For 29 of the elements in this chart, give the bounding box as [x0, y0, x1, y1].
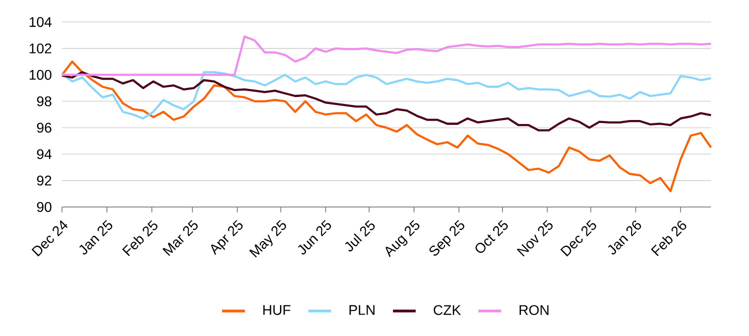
legend-label: PLN	[350, 305, 374, 315]
y-tick-label: 96	[37, 122, 52, 133]
x-tick-label: Sep 25	[429, 220, 464, 256]
x-tick-label: Jun 25	[298, 220, 331, 254]
line-series	[60, 71, 712, 120]
x-tick-label: Feb 26	[650, 220, 686, 256]
y-tick-label: 94	[37, 149, 52, 160]
legend-label: CZK	[434, 305, 461, 316]
line-series	[60, 60, 712, 192]
y-tick-label: 100	[30, 70, 52, 80]
x-tick-label: Apr 25	[211, 220, 243, 256]
legend-label: HUF	[263, 305, 290, 315]
y-tick-label: 102	[30, 43, 52, 54]
x-tick-label: May 25	[249, 220, 286, 258]
y-tick-label: 92	[37, 176, 52, 186]
x-tick-label: Jan 25	[79, 220, 112, 254]
x-tick-label: Jul 25	[345, 220, 375, 252]
x-tick-label: Jan 26	[608, 220, 642, 254]
y-tick-label: 98	[37, 96, 52, 106]
x-tick-label: Mar 25	[162, 220, 198, 256]
x-tick-label: Oct 25	[476, 220, 508, 253]
x-tick-label: Aug 25	[386, 220, 420, 258]
legend-label: RON	[520, 305, 548, 316]
x-tick-label: Dec 24	[32, 220, 68, 256]
x-tick-label: Nov 25	[516, 220, 553, 256]
y-tick-label: 90	[37, 202, 52, 212]
x-tick-label: Feb 25	[122, 220, 158, 256]
x-tick-label: Dec 25	[560, 220, 596, 256]
y-tick-label: 104	[30, 17, 52, 27]
